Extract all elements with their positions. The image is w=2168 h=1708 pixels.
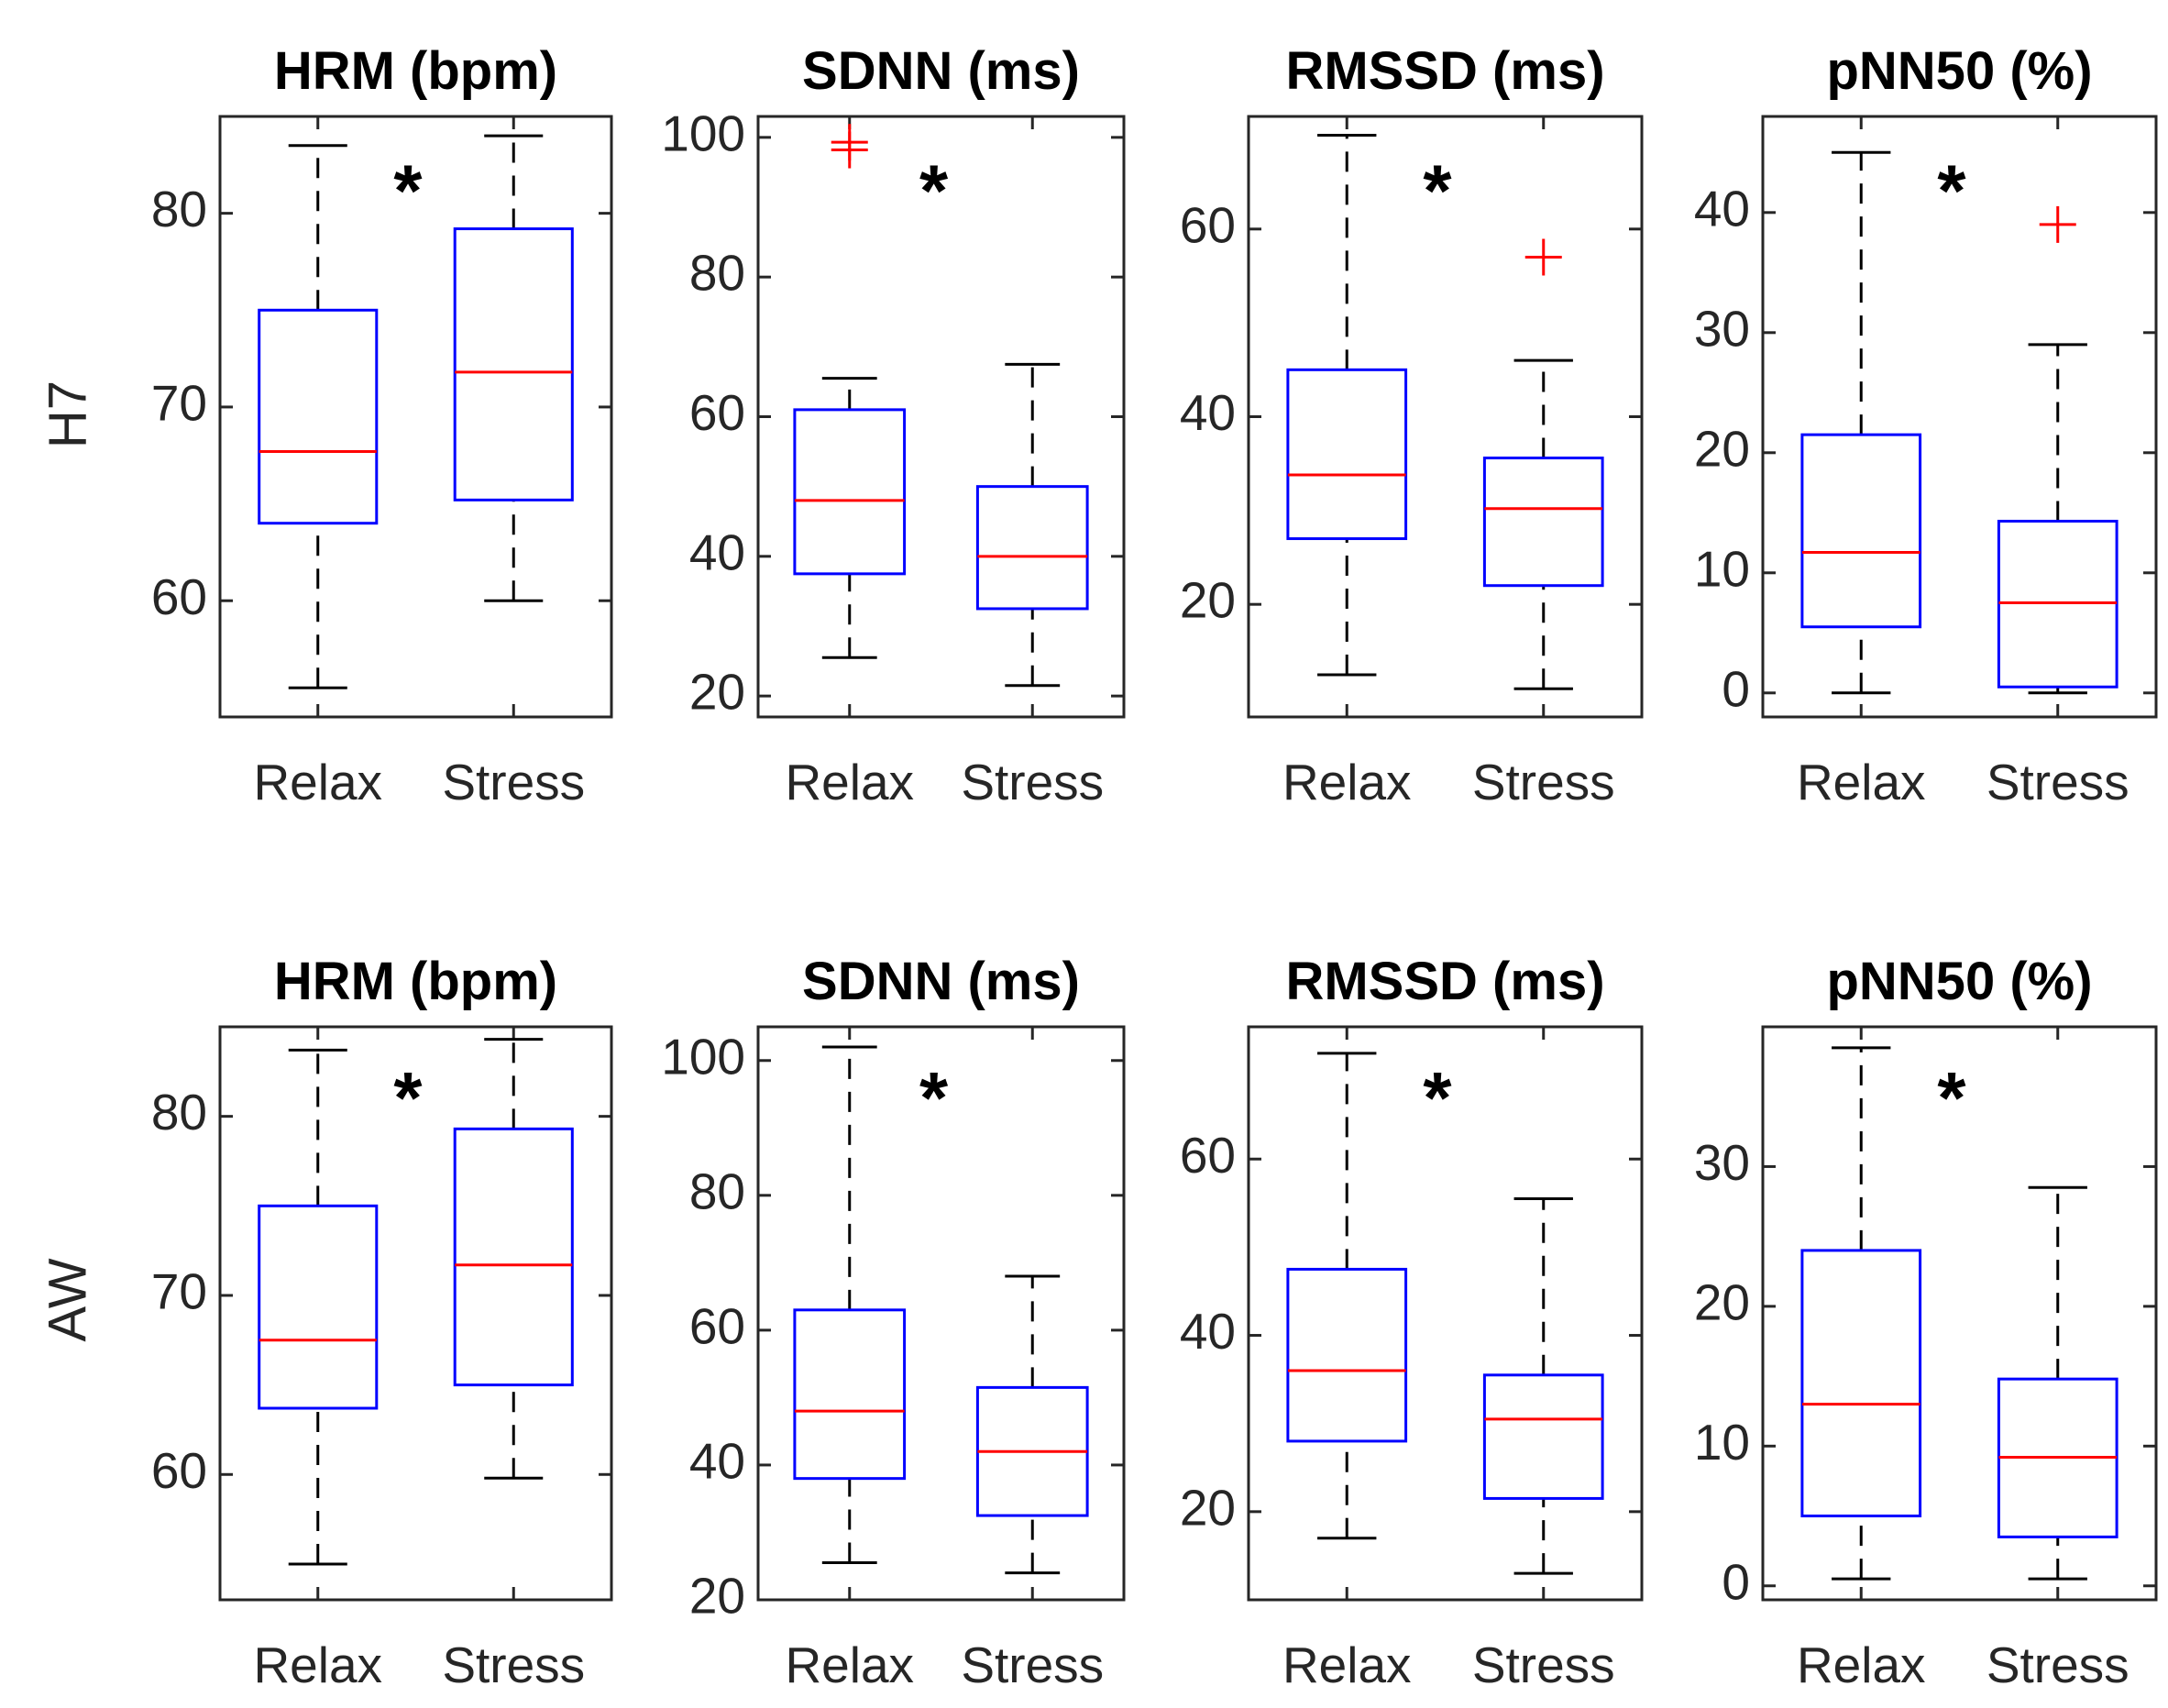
y-tick-label: 20 [1694,420,1750,477]
subplot-aw-rmssd-ms: RMSSD (ms) 20 40 60 Relax Stress * [1180,952,1644,1693]
y-tick-label: 100 [661,1028,745,1085]
x-tick-label: Relax [1797,1636,1926,1693]
x-tick-label: Relax [785,754,914,810]
y-tick-label: 60 [689,384,745,441]
subplot-title: SDNN (ms) [802,41,1080,101]
box-relax-iqr [793,408,907,576]
y-tick-label: 20 [689,664,745,721]
significance-star: * [393,1057,423,1139]
y-tick-label: 40 [689,1432,745,1489]
x-tick-label: Relax [1282,754,1412,810]
box-stress-iqr [975,485,1089,611]
axes-frame [756,1025,1126,1602]
x-tick-label: Stress [961,1636,1104,1693]
significance-star: * [393,150,423,232]
x-tick-label: Stress [1986,1636,2129,1693]
x-tick-label: Relax [1282,1636,1412,1693]
axes-frame [1247,1025,1644,1602]
significance-star: * [1423,150,1452,232]
y-tick-label: 60 [151,568,207,625]
box-stress-iqr [1482,1373,1604,1500]
box-relax-iqr [1800,433,1922,629]
box-relax-iqr [1286,368,1408,541]
x-tick-label: Stress [442,754,585,810]
box-relax-iqr [1800,1249,1922,1518]
significance-star: * [1423,1057,1452,1139]
box-relax-iqr [258,1204,379,1410]
y-tick-label: 20 [1694,1273,1750,1330]
y-tick-label: 0 [1722,660,1750,717]
y-tick-label: 60 [689,1297,745,1354]
x-tick-label: Relax [253,1636,382,1693]
subplot-aw-hrm-bpm: HRM (bpm) 60 70 80 Relax Stress * [151,952,613,1693]
y-tick-label: 20 [689,1568,745,1625]
subplot-h7-sdnn-ms: SDNN (ms) 20 40 60 80 100 Relax Stress * [661,41,1126,810]
box-relax-iqr [793,1308,907,1481]
row-label-aw: AW [38,1258,97,1342]
subplot-title: pNN50 (%) [1826,952,2092,1011]
y-tick-label: 80 [689,1163,745,1219]
subplot-title: HRM (bpm) [274,41,557,101]
significance-star: * [1937,1057,1966,1139]
axes-frame [1761,1025,2158,1602]
box-relax-outlier [831,124,868,161]
subplot-title: RMSSD (ms) [1285,41,1604,101]
box-relax-iqr [1286,1267,1408,1443]
y-tick-label: 60 [1180,1127,1236,1184]
axes-frame [1247,115,1644,719]
y-tick-label: 60 [1180,196,1236,253]
x-tick-label: Stress [1472,1636,1615,1693]
significance-star: * [1937,150,1966,232]
y-tick-label: 80 [151,181,207,237]
row-label-h7: H7 [38,380,97,448]
subplot-title: SDNN (ms) [802,952,1080,1011]
subplot-title: pNN50 (%) [1826,41,2092,101]
box-stress-iqr [453,227,574,501]
y-tick-label: 100 [661,105,745,161]
y-tick-label: 30 [1694,300,1750,357]
y-tick-label: 70 [151,1263,207,1320]
y-tick-label: 80 [151,1084,207,1141]
x-tick-label: Stress [1986,754,2129,810]
y-tick-label: 70 [151,374,207,431]
y-tick-label: 40 [1694,180,1750,237]
subplot-title: HRM (bpm) [274,952,557,1011]
box-stress-iqr [1482,457,1604,588]
y-tick-label: 20 [1180,572,1236,629]
y-tick-label: 40 [1180,384,1236,441]
x-tick-label: Stress [442,1636,585,1693]
axes-frame [756,115,1126,719]
x-tick-label: Relax [785,1636,914,1693]
y-tick-label: 40 [689,523,745,580]
y-tick-label: 80 [689,245,745,302]
significance-star: * [919,150,949,232]
subplot-h7-rmssd-ms: RMSSD (ms) 20 40 60 Relax Stress * [1180,41,1644,810]
y-tick-label: 40 [1180,1303,1236,1360]
axes-frame [218,1025,613,1602]
y-tick-label: 30 [1694,1134,1750,1191]
box-stress-iqr [453,1127,574,1387]
box-stress-outlier [1524,238,1562,276]
significance-star: * [919,1057,949,1139]
y-tick-label: 10 [1694,540,1750,597]
box-stress-outlier [2039,205,2076,243]
box-relax-iqr [258,308,379,525]
axes-frame [1761,115,2158,719]
subplot-aw-sdnn-ms: SDNN (ms) 20 40 60 80 100 Relax Stress * [661,952,1126,1693]
x-tick-label: Relax [1797,754,1926,810]
x-tick-label: Relax [253,754,382,810]
subplot-aw-pnn50: pNN50 (%) 0 10 20 30 Relax Stress * [1694,952,2158,1693]
subplot-h7-hrm-bpm: HRM (bpm) 60 70 80 Relax Stress * [151,41,613,810]
x-tick-label: Stress [1472,754,1615,810]
subplot-title: RMSSD (ms) [1285,952,1604,1011]
x-tick-label: Stress [961,754,1104,810]
subplot-h7-pnn50: pNN50 (%) 0 10 20 30 40 Relax Stress * [1694,41,2158,810]
y-tick-label: 20 [1180,1479,1236,1536]
subplots: HRM (bpm) 60 70 80 Relax Stress * SDNN (ms) 20 40… [151,41,2158,1693]
y-tick-label: 10 [1694,1414,1750,1471]
y-tick-label: 0 [1722,1553,1750,1610]
axes-frame [218,115,613,719]
y-tick-label: 60 [151,1442,207,1499]
